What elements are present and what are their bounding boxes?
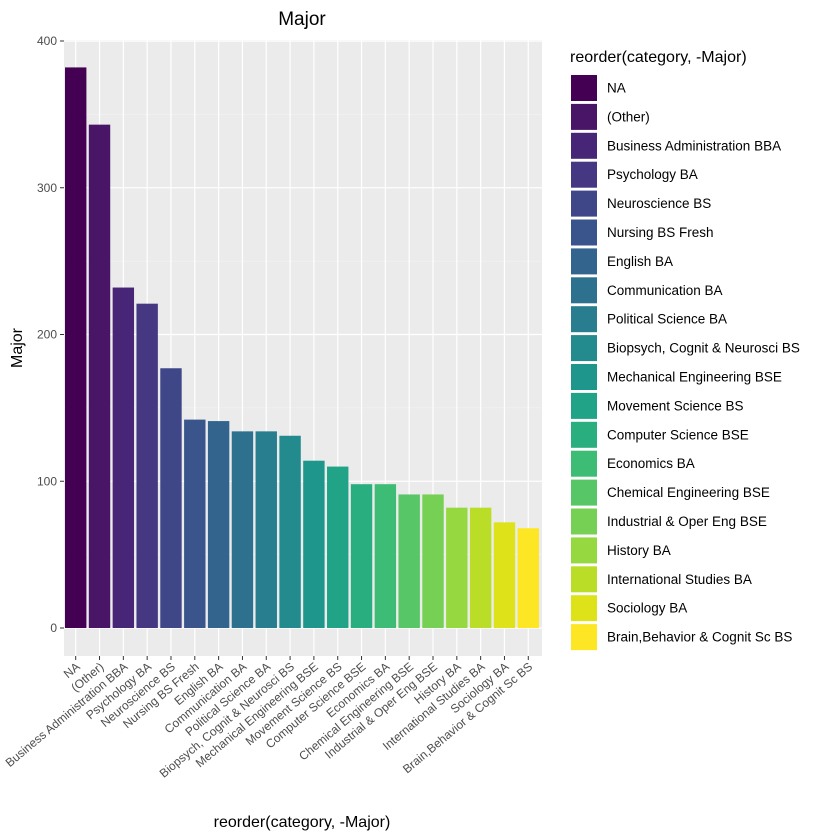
bar	[255, 431, 277, 628]
bar	[327, 466, 349, 628]
bar	[279, 435, 301, 628]
legend-label: Mechanical Engineering BSE	[607, 370, 782, 385]
legend-key	[571, 103, 597, 130]
legend-key	[571, 161, 597, 188]
legend-key	[571, 219, 597, 246]
legend-label: Chemical Engineering BSE	[607, 485, 770, 500]
y-tick-label: 100	[37, 474, 57, 488]
bar	[350, 484, 373, 628]
legend-key	[571, 132, 597, 159]
legend-key	[571, 306, 597, 333]
bar	[136, 303, 158, 628]
legend-label: History BA	[607, 543, 671, 558]
bar	[398, 494, 420, 628]
legend-key	[571, 392, 597, 419]
bar	[517, 528, 539, 628]
bar	[469, 507, 492, 628]
legend-key	[571, 537, 597, 564]
bar	[112, 287, 135, 628]
legend-label: Neuroscience BS	[607, 196, 711, 211]
legend-label: Movement Science BS	[607, 398, 744, 413]
bar	[88, 124, 111, 629]
bar	[446, 507, 468, 628]
legend-key	[571, 75, 597, 101]
legend-label: Political Science BA	[607, 312, 727, 327]
legend-key	[571, 479, 597, 506]
legend-label: English BA	[607, 254, 673, 269]
legend-label: International Studies BA	[607, 572, 752, 587]
bar	[184, 419, 206, 628]
y-tick-label: 0	[50, 621, 57, 635]
legend-items: NA (Other) Business Administration BBA Psyc…	[571, 75, 800, 651]
bar	[422, 494, 444, 628]
legend: reorder(category, -Major) NA (Other) Busin…	[570, 49, 800, 651]
legend-label: Sociology BA	[607, 601, 687, 616]
legend-key	[571, 421, 597, 448]
bar	[493, 522, 516, 628]
y-axis: 0 100 200 300 400	[37, 34, 64, 635]
legend-key	[571, 595, 597, 622]
legend-key	[571, 508, 597, 535]
legend-label: Business Administration BBA	[607, 138, 781, 153]
chart-title: Major	[278, 9, 326, 30]
legend-label: Biopsych, Cognit & Neurosci BS	[607, 341, 800, 356]
legend-label: Psychology BA	[607, 167, 698, 182]
legend-key	[571, 277, 597, 304]
y-axis-title: Major	[9, 327, 26, 368]
legend-label: (Other)	[607, 109, 650, 124]
legend-key	[571, 364, 597, 390]
legend-label: Nursing BS Fresh	[607, 225, 714, 240]
bar	[303, 460, 325, 628]
legend-key	[571, 248, 597, 275]
y-tick-label: 200	[37, 328, 57, 342]
legend-label: Economics BA	[607, 456, 695, 471]
x-axis: NA(Other)Business Administration BBAPsyc…	[3, 656, 535, 780]
bar	[207, 421, 230, 628]
legend-title: reorder(category, -Major)	[570, 49, 747, 66]
legend-label: Communication BA	[607, 283, 723, 298]
x-axis-title: reorder(category, -Major)	[214, 814, 391, 831]
legend-label: NA	[607, 81, 626, 96]
legend-key	[571, 566, 597, 593]
y-tick-label: 400	[37, 34, 57, 48]
legend-label: Computer Science BSE	[607, 427, 749, 442]
legend-key	[571, 624, 597, 651]
legend-label: Industrial & Oper Eng BSE	[607, 514, 767, 529]
legend-label: Brain,Behavior & Cognit Sc BS	[607, 630, 792, 645]
y-tick-label: 300	[37, 181, 57, 195]
legend-key	[571, 190, 597, 217]
bar	[160, 368, 182, 628]
bar	[374, 484, 397, 628]
bar	[65, 67, 87, 629]
legend-key	[571, 335, 597, 362]
legend-key	[571, 450, 597, 477]
bars	[65, 67, 539, 629]
bar	[231, 431, 254, 628]
